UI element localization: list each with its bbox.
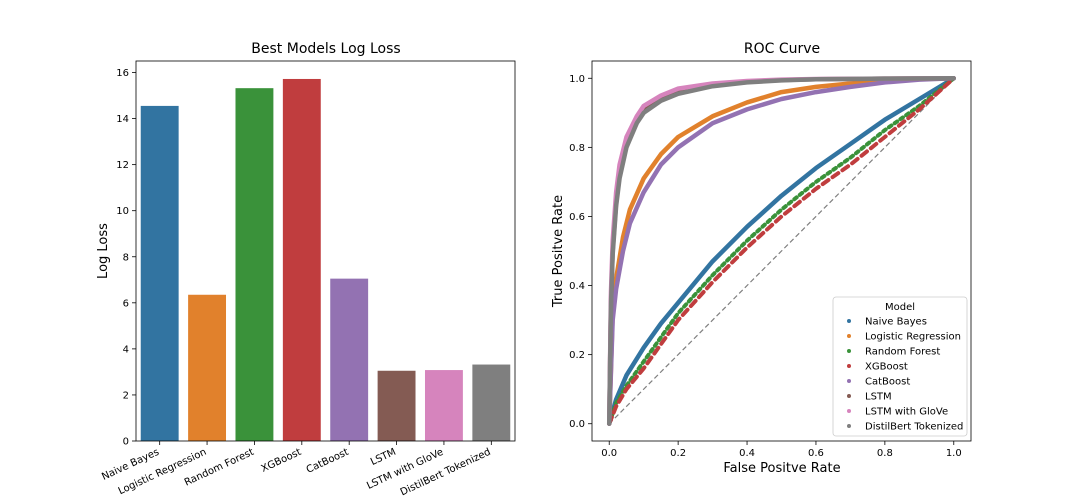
roc-x-tick-label: 0.6 bbox=[808, 448, 824, 459]
bar-y-tick-label: 0 bbox=[123, 437, 129, 448]
bar-y-tick-label: 14 bbox=[116, 114, 129, 125]
legend-label-xgboost: XGBoost bbox=[865, 362, 908, 373]
bar-chart-ylabel: Log Loss bbox=[96, 223, 111, 279]
legend-label-lstm-with-glove: LSTM with GloVe bbox=[865, 407, 948, 418]
bar-random-forest bbox=[235, 88, 274, 442]
bar-plot-frame bbox=[135, 60, 516, 442]
bar-catboost bbox=[330, 278, 369, 441]
roc-y-tick-label: 1.0 bbox=[569, 74, 585, 85]
bar-y-tick-label: 10 bbox=[116, 206, 129, 217]
roc-plot-frame bbox=[591, 60, 972, 442]
bar-logistic-regression bbox=[188, 294, 227, 441]
roc-chart-ylabel: True Positve Rate bbox=[551, 195, 566, 308]
bar-y-tick-label: 4 bbox=[123, 344, 129, 355]
bar-y-ticks: 0 2 4 6 8 10 12 14 16 bbox=[116, 68, 136, 448]
legend-frame bbox=[832, 296, 968, 437]
roc-x-tick-label: 0.4 bbox=[739, 448, 755, 459]
roc-diagonal-line bbox=[608, 77, 955, 425]
roc-chart-xlabel: False Positve Rate bbox=[723, 461, 840, 476]
legend-label-naive-bayes: Naive Bayes bbox=[865, 317, 927, 328]
roc-y-tick-label: 0.0 bbox=[569, 419, 585, 430]
roc-x-tick-label: 0.2 bbox=[670, 448, 686, 459]
roc-x-tick-label: 1.0 bbox=[946, 448, 962, 459]
bar-distilbert-tokenized bbox=[472, 364, 511, 441]
legend-marker-lstm-with-glove bbox=[847, 409, 851, 413]
legend-marker-random-forest bbox=[847, 349, 851, 353]
bar-y-tick-label: 16 bbox=[116, 68, 129, 79]
bar-y-tick-label: 2 bbox=[123, 390, 129, 401]
legend-label-distilbert-tokenized: DistilBert Tokenized bbox=[865, 422, 963, 433]
roc-series-distilbert-tokenized bbox=[606, 76, 957, 426]
bar-y-tick-label: 6 bbox=[123, 298, 129, 309]
roc-y-tick-label: 0.6 bbox=[569, 212, 585, 223]
roc-legend: Model Naive Bayes Logistic Regression Rand… bbox=[832, 296, 968, 437]
roc-chart-title: ROC Curve bbox=[744, 41, 820, 57]
roc-series bbox=[606, 76, 957, 426]
roc-series-xgboost bbox=[607, 76, 956, 426]
bar-chart-title: Best Models Log Loss bbox=[251, 41, 400, 57]
roc-y-ticks: 0.0 0.2 0.4 0.6 0.8 1.0 bbox=[569, 74, 592, 430]
legend-marker-catboost bbox=[847, 379, 851, 383]
legend-label-lstm: LSTM bbox=[865, 392, 892, 403]
bar-lstm bbox=[377, 370, 416, 441]
bar-lstm-with-glove bbox=[424, 370, 463, 441]
roc-y-tick-label: 0.8 bbox=[569, 143, 585, 154]
legend-title: Model bbox=[885, 302, 915, 313]
roc-series-random-forest bbox=[607, 76, 956, 426]
roc-series-catboost bbox=[606, 76, 957, 426]
roc-y-tick-label: 0.2 bbox=[569, 350, 585, 361]
bar-x-tick-label: CatBoost bbox=[305, 447, 351, 476]
roc-x-tick-label: 0.0 bbox=[601, 448, 617, 459]
bar-naive-bayes bbox=[140, 105, 179, 441]
legend-label-logistic-regression: Logistic Regression bbox=[865, 332, 961, 343]
bar-xgboost bbox=[282, 78, 321, 442]
roc-x-ticks: 0.0 0.2 0.4 0.6 0.8 1.0 bbox=[601, 441, 962, 459]
legend-marker-lstm bbox=[847, 394, 851, 398]
legend-marker-naive-bayes bbox=[847, 319, 851, 323]
roc-x-tick-label: 0.8 bbox=[877, 448, 893, 459]
legend-marker-distilbert-tokenized bbox=[847, 424, 851, 428]
bar-y-tick-label: 8 bbox=[123, 252, 129, 263]
bar-x-tick-label: LSTM bbox=[369, 447, 398, 468]
legend-marker-logistic-regression bbox=[847, 334, 851, 338]
bar-x-tick-label: XGBoost bbox=[260, 447, 304, 475]
legend-label-random-forest: Random Forest bbox=[865, 347, 940, 358]
legend-marker-xgboost bbox=[847, 364, 851, 368]
bar-chart: Best Models Log Loss Log Loss 0 2 4 6 8 10 12 1… bbox=[96, 41, 516, 499]
bar-y-tick-label: 12 bbox=[116, 160, 129, 171]
bar-marks bbox=[140, 78, 511, 442]
roc-y-tick-label: 0.4 bbox=[569, 281, 585, 292]
roc-chart: ROC Curve False Positve Rate True Positv… bbox=[551, 41, 972, 476]
legend-label-catboost: CatBoost bbox=[865, 377, 910, 388]
bar-x-tick-label: DistilBert Tokenized bbox=[399, 447, 493, 499]
roc-series-naive-bayes bbox=[606, 76, 957, 426]
legend-entries: Naive Bayes Logistic Regression Random For… bbox=[847, 317, 963, 433]
